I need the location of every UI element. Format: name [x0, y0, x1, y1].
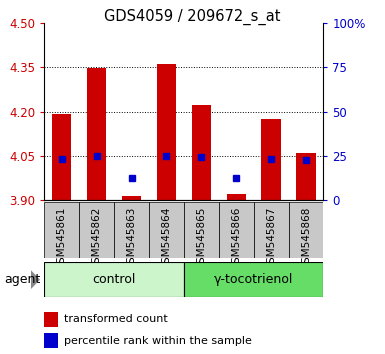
Text: agent: agent: [4, 273, 40, 286]
Bar: [122, 195, 141, 200]
Bar: [219, 202, 254, 258]
Bar: [79, 202, 114, 258]
Bar: [149, 202, 184, 258]
Text: percentile rank within the sample: percentile rank within the sample: [64, 336, 252, 346]
Bar: [288, 202, 323, 258]
Text: GSM545867: GSM545867: [266, 206, 276, 270]
Bar: [44, 312, 58, 327]
Bar: [192, 105, 211, 200]
Bar: [184, 262, 323, 297]
Text: control: control: [92, 273, 136, 286]
Text: GDS4059 / 209672_s_at: GDS4059 / 209672_s_at: [104, 9, 281, 25]
Bar: [184, 202, 219, 258]
Bar: [52, 114, 71, 200]
Bar: [114, 202, 149, 258]
Bar: [261, 119, 281, 200]
Bar: [44, 202, 79, 258]
Text: GSM545866: GSM545866: [231, 206, 241, 270]
Bar: [44, 262, 184, 297]
Text: GSM545863: GSM545863: [127, 206, 137, 270]
Text: GSM545861: GSM545861: [57, 206, 67, 270]
Text: GSM545868: GSM545868: [301, 206, 311, 270]
Bar: [157, 64, 176, 200]
Text: GSM545864: GSM545864: [161, 206, 171, 270]
Text: GSM545865: GSM545865: [196, 206, 206, 270]
Bar: [296, 153, 316, 200]
Text: γ-tocotrienol: γ-tocotrienol: [214, 273, 293, 286]
Bar: [254, 202, 288, 258]
Text: GSM545862: GSM545862: [92, 206, 102, 270]
Bar: [44, 333, 58, 348]
Polygon shape: [31, 270, 40, 289]
Bar: [87, 68, 106, 200]
Text: transformed count: transformed count: [64, 314, 167, 325]
Bar: [227, 194, 246, 200]
